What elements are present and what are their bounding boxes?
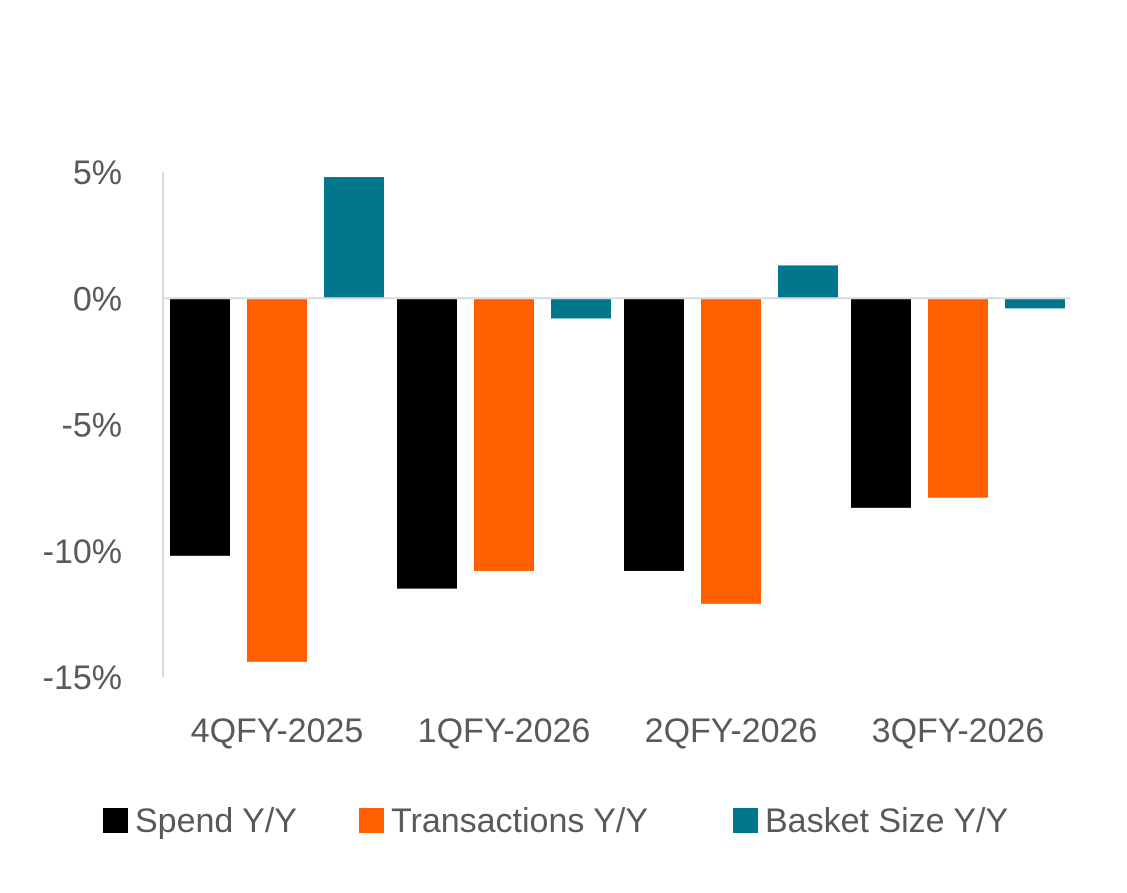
bar-transactions-y-y-4qfy-2025 bbox=[247, 298, 307, 662]
bar-transactions-y-y-2qfy-2026 bbox=[701, 298, 761, 604]
bar-spend-y-y-3qfy-2026 bbox=[851, 298, 911, 508]
x-category-label: 4QFY-2025 bbox=[191, 712, 364, 750]
x-category-label: 2QFY-2026 bbox=[645, 712, 818, 750]
bar-spend-y-y-1qfy-2026 bbox=[397, 298, 457, 589]
bar-basket-size-y-y-2qfy-2026 bbox=[778, 265, 838, 299]
legend: Spend Y/Y Transactions Y/Y Basket Size Y/Y bbox=[103, 802, 1008, 840]
y-tick-label: -15% bbox=[43, 659, 122, 697]
bar-series bbox=[170, 177, 1065, 662]
bar-spend-y-y-4qfy-2025 bbox=[170, 298, 230, 556]
legend-label: Basket Size Y/Y bbox=[765, 802, 1008, 840]
y-tick-label: 0% bbox=[73, 280, 122, 318]
x-category-label: 3QFY-2026 bbox=[872, 712, 1045, 750]
x-category-label: 1QFY-2026 bbox=[418, 712, 591, 750]
legend-label: Spend Y/Y bbox=[135, 802, 297, 840]
x-axis-category-labels: 4QFY-2025 1QFY-2026 2QFY-2026 3QFY-2026 bbox=[191, 712, 1045, 750]
y-tick-label: 5% bbox=[73, 154, 122, 192]
bar-basket-size-y-y-3qfy-2026 bbox=[1005, 298, 1065, 309]
bar-spend-y-y-2qfy-2026 bbox=[624, 298, 684, 571]
legend-label: Transactions Y/Y bbox=[391, 802, 648, 840]
bar-basket-size-y-y-1qfy-2026 bbox=[551, 298, 611, 319]
legend-swatch bbox=[103, 808, 128, 833]
y-axis-tick-labels: 5% 0% -5% -10% -15% bbox=[43, 154, 122, 697]
y-tick-label: -5% bbox=[62, 407, 122, 445]
legend-swatch bbox=[359, 808, 384, 833]
legend-swatch bbox=[733, 808, 758, 833]
bar-transactions-y-y-1qfy-2026 bbox=[474, 298, 534, 571]
bar-basket-size-y-y-4qfy-2025 bbox=[324, 177, 384, 299]
y-tick-label: -10% bbox=[43, 533, 122, 571]
bar-transactions-y-y-3qfy-2026 bbox=[928, 298, 988, 498]
